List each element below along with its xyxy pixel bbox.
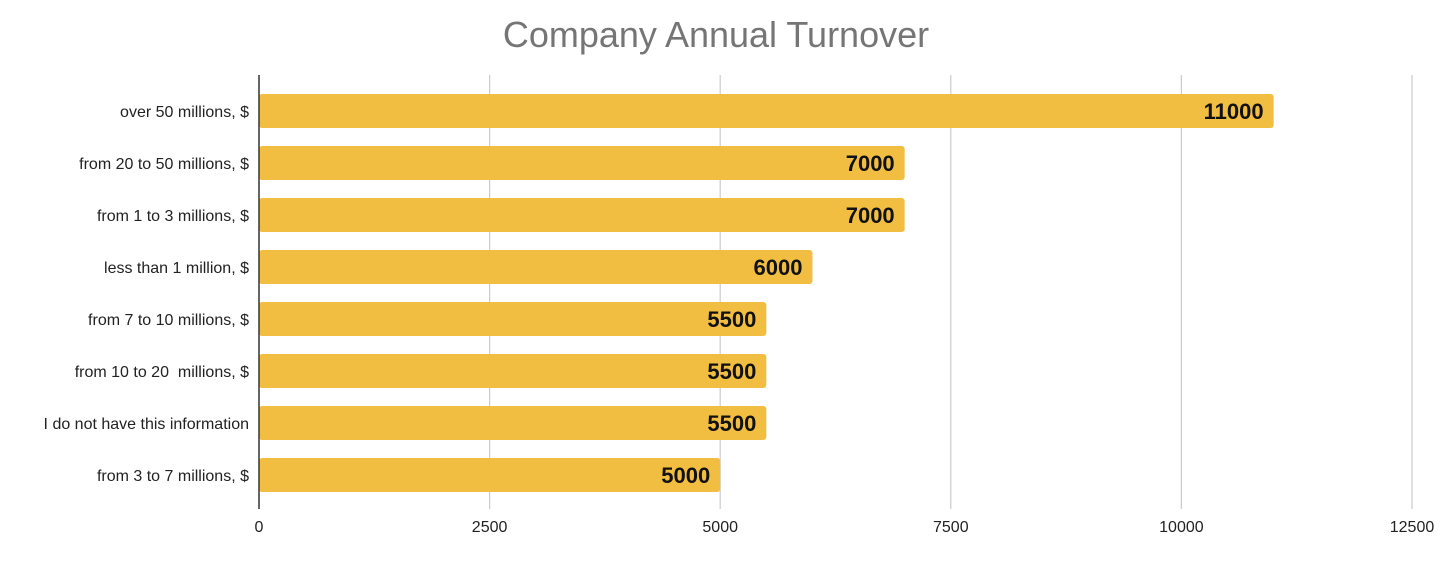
data-label: 5000: [661, 463, 710, 488]
bar: [259, 406, 767, 440]
category-label: from 10 to 20 millions, $: [75, 364, 249, 381]
x-tick-label: 5000: [702, 519, 738, 536]
data-label: 11000: [1204, 99, 1264, 124]
data-label: 6000: [753, 255, 802, 280]
x-tick-label: 0: [255, 519, 264, 536]
bar: [259, 354, 767, 388]
x-tick-labels: 0 2500 5000 7500 10000 12500: [255, 519, 1435, 536]
category-label: from 20 to 50 millions, $: [79, 156, 249, 173]
category-labels: over 50 millions, $ from 20 to 50 million…: [44, 104, 250, 485]
x-tick-label: 2500: [472, 519, 508, 536]
x-tick-label: 10000: [1159, 519, 1204, 536]
data-label: 5500: [707, 307, 756, 332]
data-label: 7000: [846, 203, 895, 228]
category-label: from 7 to 10 millions, $: [88, 312, 249, 329]
category-label: I do not have this information: [44, 416, 249, 433]
data-label: 5500: [707, 359, 756, 384]
category-label: from 3 to 7 millions, $: [97, 468, 249, 485]
bar: [259, 198, 905, 232]
bar: [259, 94, 1274, 128]
gridlines: [489, 75, 1413, 509]
bar: [259, 302, 767, 336]
chart-title: Company Annual Turnover: [502, 14, 930, 55]
category-label: from 1 to 3 millions, $: [97, 208, 249, 225]
category-label: over 50 millions, $: [120, 104, 249, 121]
data-label: 7000: [846, 151, 895, 176]
category-label: less than 1 million, $: [104, 260, 249, 277]
bar: [259, 146, 905, 180]
bar: [259, 250, 813, 284]
bars: 11000 7000 7000 6000 5500 5500 5500 5000: [259, 94, 1274, 492]
x-tick-label: 7500: [933, 519, 969, 536]
x-tick-label: 12500: [1390, 519, 1435, 536]
bar: [259, 458, 721, 492]
data-label: 5500: [707, 411, 756, 436]
